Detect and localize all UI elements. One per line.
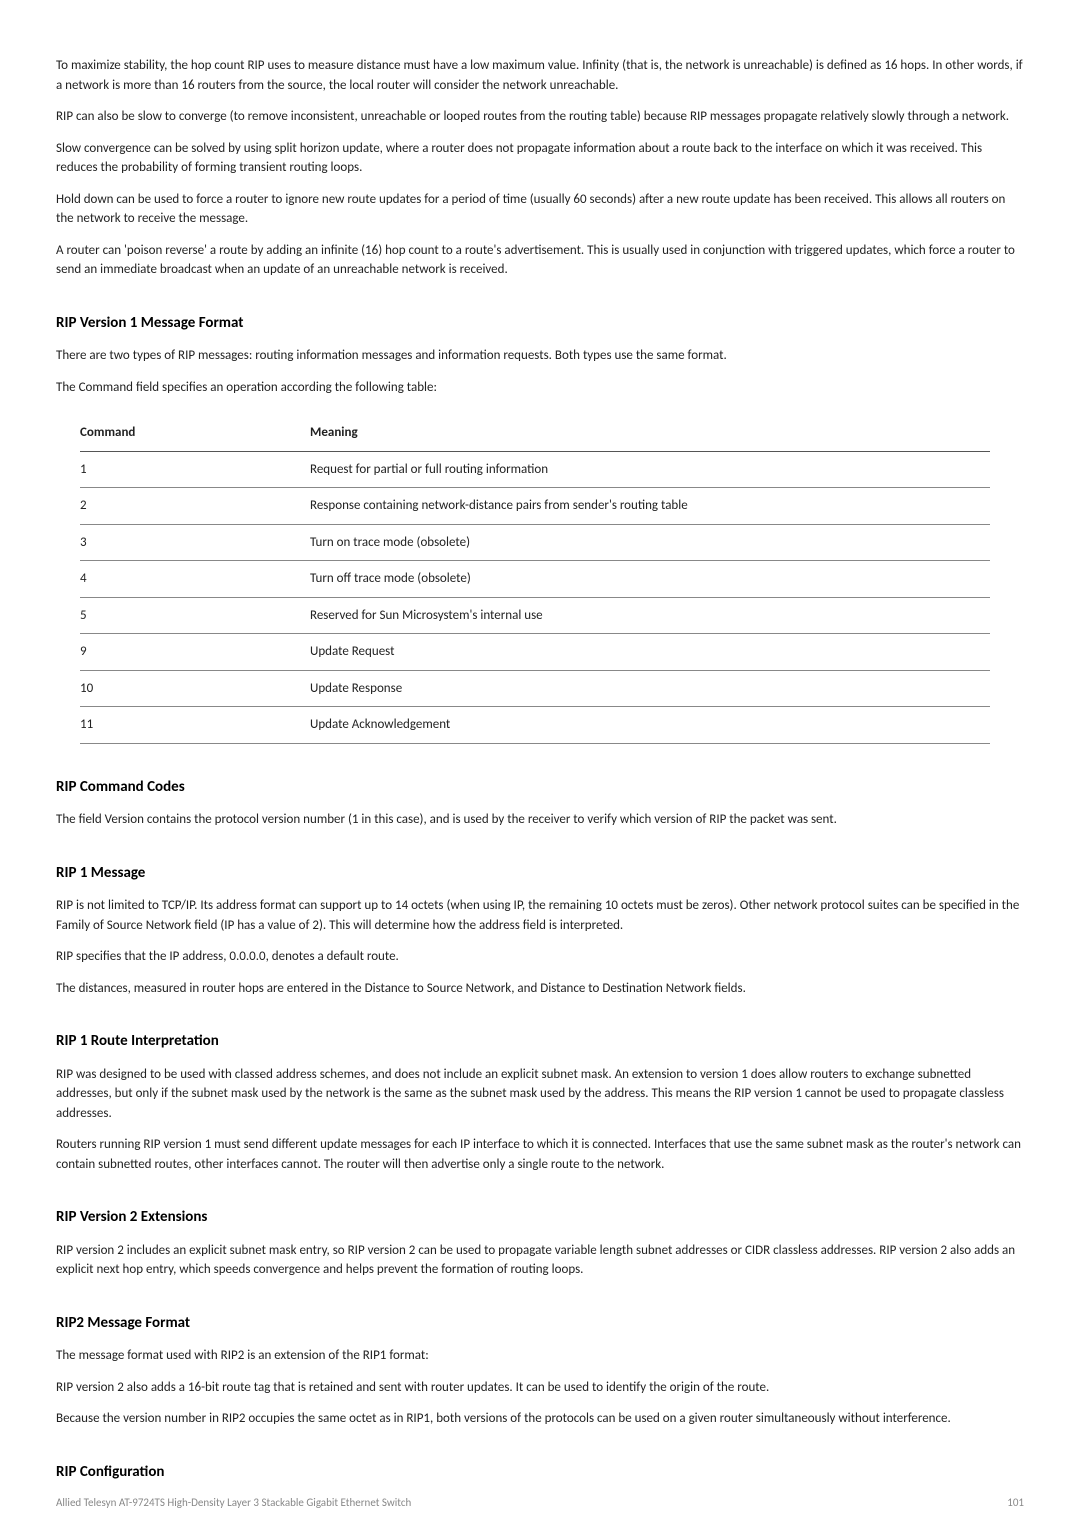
table-cell-command: 5 — [80, 597, 310, 634]
body-paragraph: RIP specifies that the IP address, 0.0.0… — [56, 947, 1024, 967]
body-paragraph: RIP is not limited to TCP/IP. Its addres… — [56, 896, 1024, 935]
table-cell-meaning: Reserved for Sun Microsystem's internal … — [310, 597, 990, 634]
intro-paragraph: RIP can also be slow to converge (to rem… — [56, 107, 1024, 127]
footer-page-number: 101 — [1007, 1495, 1024, 1512]
table-cell-meaning: Update Response — [310, 670, 990, 707]
table-cell-command: 9 — [80, 634, 310, 671]
intro-paragraph: A router can 'poison reverse' a route by… — [56, 241, 1024, 280]
section-heading-rip1-message: RIP 1 Message — [56, 862, 1024, 885]
page-footer: Allied Telesyn AT-9724TS High-Density La… — [56, 1495, 1024, 1512]
table-row: 2 Response containing network-distance p… — [80, 488, 990, 525]
table-cell-meaning: Update Request — [310, 634, 990, 671]
body-paragraph: There are two types of RIP messages: rou… — [56, 346, 1024, 366]
table-cell-command: 4 — [80, 561, 310, 598]
body-paragraph: Routers running RIP version 1 must send … — [56, 1135, 1024, 1174]
table-row: 10 Update Response — [80, 670, 990, 707]
table-row: 1 Request for partial or full routing in… — [80, 451, 990, 488]
body-paragraph: RIP version 2 includes an explicit subne… — [56, 1241, 1024, 1280]
footer-left: Allied Telesyn AT-9724TS High-Density La… — [56, 1495, 411, 1512]
body-paragraph: RIP was designed to be used with classed… — [56, 1065, 1024, 1124]
table-row: 5 Reserved for Sun Microsystem's interna… — [80, 597, 990, 634]
intro-paragraph: Hold down can be used to force a router … — [56, 190, 1024, 229]
table-cell-command: 1 — [80, 451, 310, 488]
table-cell-meaning: Turn off trace mode (obsolete) — [310, 561, 990, 598]
table-row: 3 Turn on trace mode (obsolete) — [80, 524, 990, 561]
table-header-meaning: Meaning — [310, 415, 990, 451]
table-row: 4 Turn off trace mode (obsolete) — [80, 561, 990, 598]
table-cell-command: 2 — [80, 488, 310, 525]
section-heading-rip1-route: RIP 1 Route Interpretation — [56, 1030, 1024, 1053]
section-heading-rip-v2-ext: RIP Version 2 Extensions — [56, 1206, 1024, 1229]
table-cell-meaning: Response containing network-distance pai… — [310, 488, 990, 525]
body-paragraph: Because the version number in RIP2 occup… — [56, 1409, 1024, 1429]
table-row: 9 Update Request — [80, 634, 990, 671]
section-heading-rip-v1-format: RIP Version 1 Message Format — [56, 312, 1024, 335]
table-header-command: Command — [80, 415, 310, 451]
table-cell-command: 10 — [80, 670, 310, 707]
section-heading-rip-config: RIP Configuration — [56, 1461, 1024, 1484]
body-paragraph: The distances, measured in router hops a… — [56, 979, 1024, 999]
table-cell-command: 3 — [80, 524, 310, 561]
section-heading-rip2-format: RIP2 Message Format — [56, 1312, 1024, 1335]
intro-paragraph: Slow convergence can be solved by using … — [56, 139, 1024, 178]
body-paragraph: RIP version 2 also adds a 16-bit route t… — [56, 1378, 1024, 1398]
body-paragraph: The message format used with RIP2 is an … — [56, 1346, 1024, 1366]
table-cell-meaning: Request for partial or full routing info… — [310, 451, 990, 488]
body-paragraph: The field Version contains the protocol … — [56, 810, 1024, 830]
intro-paragraph: To maximize stability, the hop count RIP… — [56, 56, 1024, 95]
section-heading-rip-command-codes: RIP Command Codes — [56, 776, 1024, 799]
command-codes-table: Command Meaning 1 Request for partial or… — [80, 415, 990, 744]
table-cell-command: 11 — [80, 707, 310, 744]
table-row: 11 Update Acknowledgement — [80, 707, 990, 744]
table-cell-meaning: Update Acknowledgement — [310, 707, 990, 744]
body-paragraph: The Command field specifies an operation… — [56, 378, 1024, 398]
table-cell-meaning: Turn on trace mode (obsolete) — [310, 524, 990, 561]
